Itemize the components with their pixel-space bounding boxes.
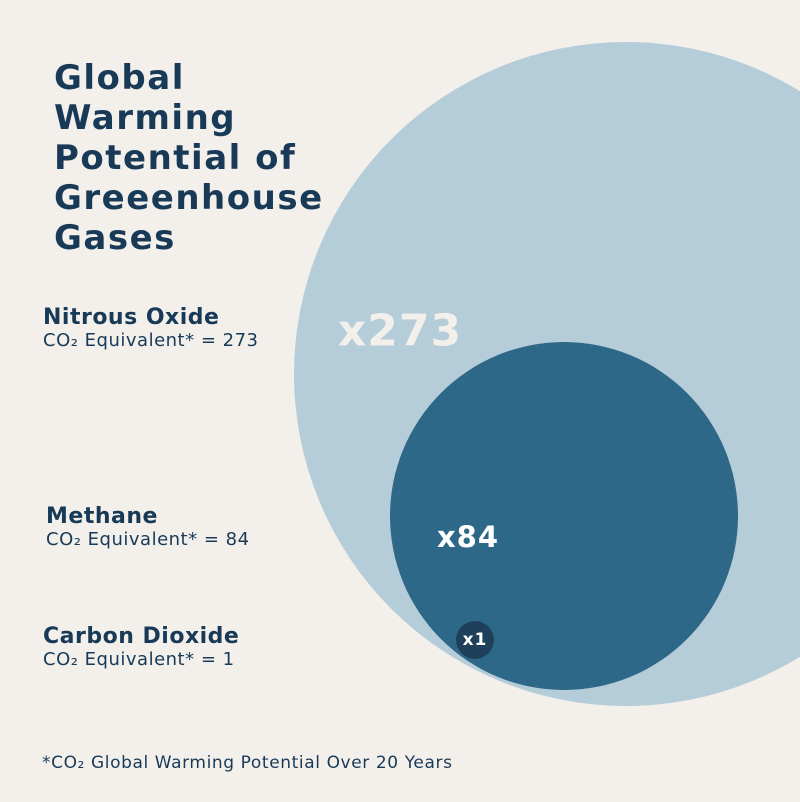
carbon-dioxide-equivalent: CO₂ Equivalent* = 1 — [43, 649, 235, 670]
nitrous-oxide-bubble-label: x273 — [338, 306, 462, 357]
methane-equivalent: CO₂ Equivalent* = 84 — [46, 529, 250, 550]
methane-bubble-label: x84 — [437, 520, 499, 554]
methane-bubble — [390, 342, 738, 690]
carbon-dioxide-bubble — [456, 621, 494, 659]
methane-name: Methane — [46, 504, 158, 529]
nitrous-oxide-equivalent: CO₂ Equivalent* = 273 — [43, 330, 259, 351]
legend-nitrous-oxide: Nitrous Oxide CO₂ Equivalent* = 273 — [43, 306, 259, 352]
legend-carbon-dioxide: Carbon Dioxide CO₂ Equivalent* = 1 — [43, 625, 239, 671]
nitrous-oxide-name: Nitrous Oxide — [43, 305, 220, 330]
carbon-dioxide-name: Carbon Dioxide — [43, 624, 240, 649]
page-title: Global Warming Potential of Greeenhouse Gase… — [54, 58, 324, 258]
footnote: *CO₂ Global Warming Potential Over 20 Ye… — [42, 753, 453, 773]
legend-methane: Methane CO₂ Equivalent* = 84 — [46, 505, 250, 551]
carbon-dioxide-bubble-label: x1 — [463, 630, 488, 650]
